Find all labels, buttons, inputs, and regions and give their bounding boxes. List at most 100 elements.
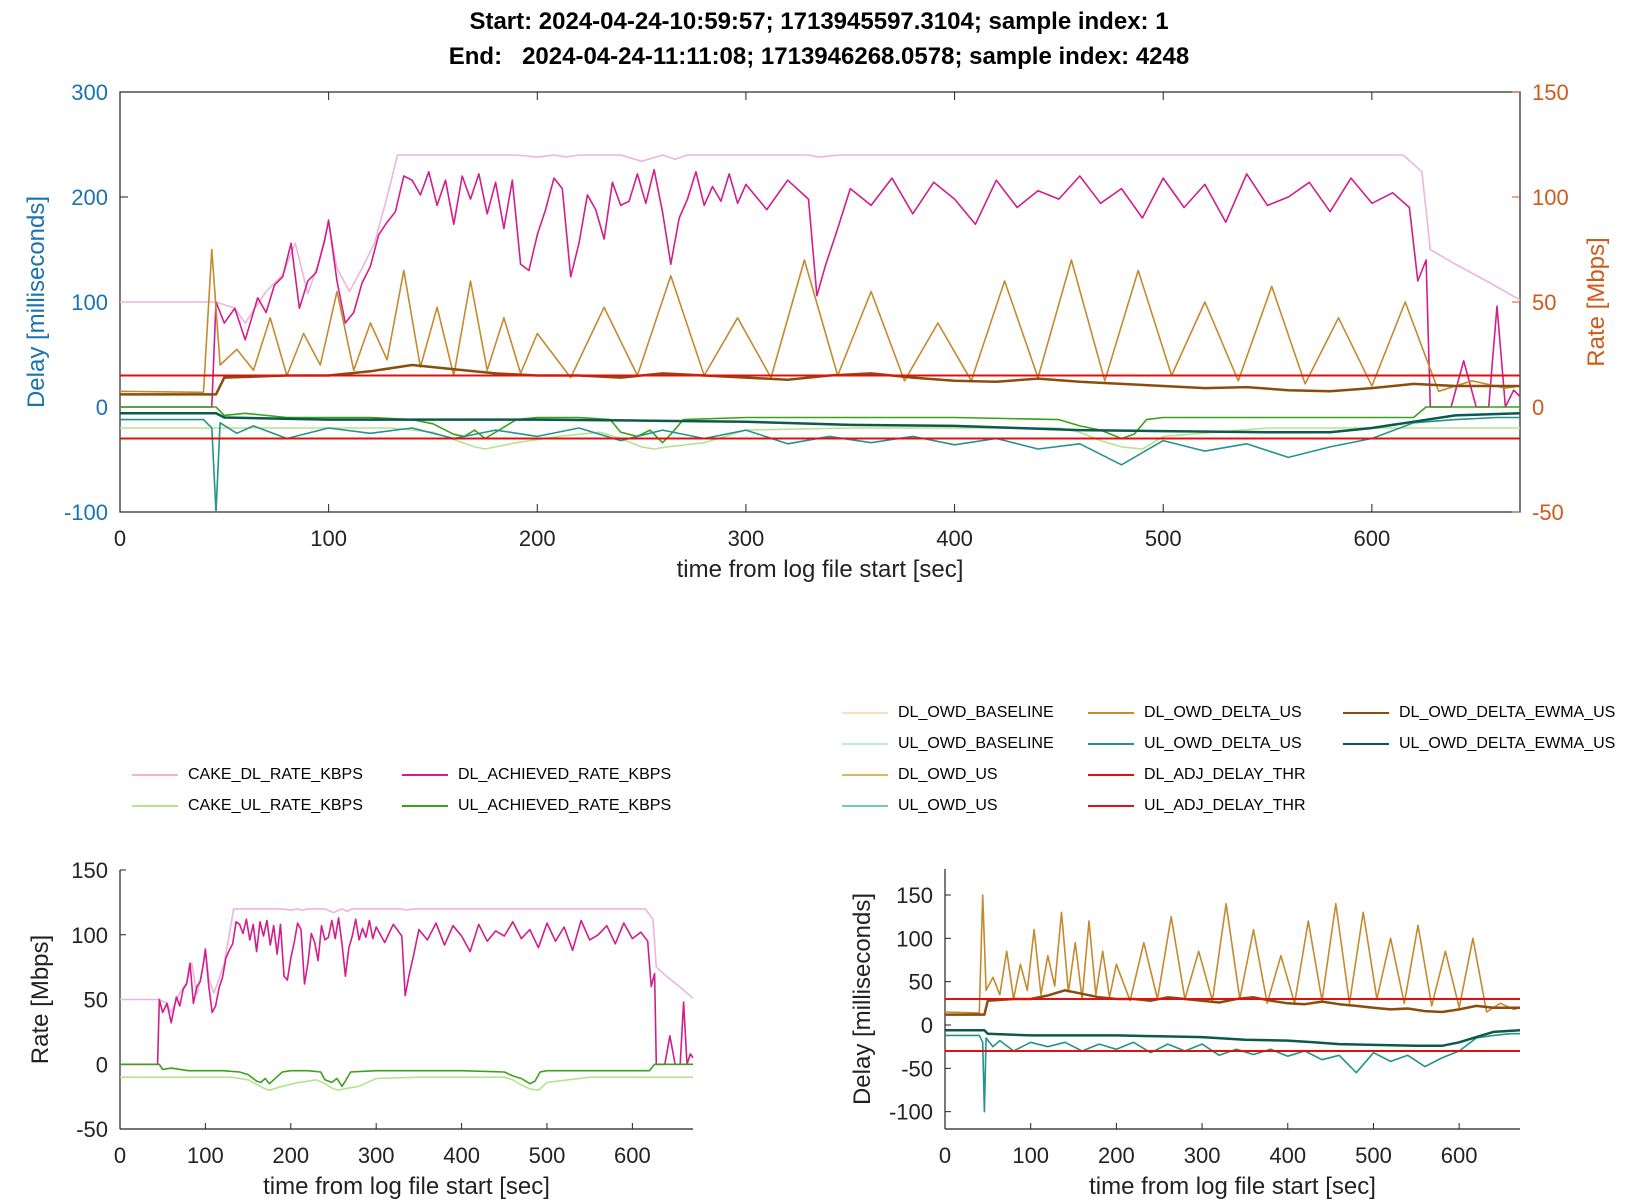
rate-xtick-label: 400 [443,1143,480,1168]
rate-series-ul-achieved-rate-kbps [120,1063,693,1088]
delay-xtick-label: 300 [1184,1143,1221,1168]
legend-label: CAKE_UL_RATE_KBPS [188,797,363,814]
combined-xtick-label: 400 [936,526,973,551]
legend-label: UL_ACHIEVED_RATE_KBPS [458,797,672,814]
legend-item-cake-dl-rate-kbps: CAKE_DL_RATE_KBPS [132,765,363,785]
rate-ytick-label: 100 [71,923,108,948]
rate-ylabel: Rate [Mbps] [27,935,54,1064]
legend-label: DL_OWD_DELTA_EWMA_US [1399,704,1616,721]
delay-xtick-label: 0 [939,1143,951,1168]
delay-chart: 0 100 200 300 400 500 600 -100 -50 0 50 100 150 time … [849,869,1521,1200]
combined-series-cake-dl-rate-kbps [120,154,1521,324]
rate-series-dl-achieved-rate-kbps [120,917,694,1066]
combined-chart: 0 100 200 300 400 500 600-1000100200300-500501… [23,80,1610,583]
combined-series-dl-achieved-rate-kbps [120,168,1521,408]
legend-item-ul-owd-baseline: UL_OWD_BASELINE [842,734,1054,754]
legend-swatch [132,804,178,807]
delay-xtick-label: 400 [1269,1143,1306,1168]
combined-xtick-label: 600 [1354,526,1391,551]
delay-xtick-label: 500 [1355,1143,1392,1168]
rate-xtick-label: 600 [614,1143,651,1168]
legend-label: UL_OWD_DELTA_US [1144,735,1302,752]
rate-xlabel: time from log file start [sec] [263,1173,550,1200]
legend-label: DL_OWD_US [898,766,998,783]
legend-swatch [132,773,178,776]
legend-item-dl-achieved-rate-kbps: DL_ACHIEVED_RATE_KBPS [402,765,671,785]
combined-series-cake-ul-rate-kbps [120,427,1520,450]
legend-label: DL_ACHIEVED_RATE_KBPS [458,766,672,783]
delay-series-ul-owd-delta-us [945,1032,1520,1113]
legend-swatch [1088,773,1134,776]
combined-xtick-label: 100 [310,526,347,551]
delay-ytick-label: -100 [889,1100,933,1125]
combined-xtick-label: 500 [1145,526,1182,551]
legend-item-ul-owd-us: UL_OWD_US [842,796,998,816]
delay-xtick-label: 200 [1098,1143,1135,1168]
legend-label: DL_ADJ_DELAY_THR [1144,766,1306,783]
rate-series-cake-ul-rate-kbps [120,1076,693,1091]
combined-ylabel-right: Rate [Mbps] [1583,237,1610,366]
combined-series-ul-owd-delta-us [120,416,1520,513]
combined-xtick-label: 0 [114,526,126,551]
legend-label: UL_ADJ_DELAY_THR [1144,797,1306,814]
delay-series-ul-owd-delta-ewma-us [945,1028,1521,1048]
title-line-end: End: 2024-04-24-11:11:08; 1713946268.057… [448,43,1190,70]
rate-ytick-label: 50 [84,988,108,1013]
legend-swatch [842,804,888,807]
legend-item-ul-owd-delta-ewma-us: UL_OWD_DELTA_EWMA_US [1343,734,1615,754]
delay-ytick-label: 100 [896,926,933,951]
legend-item-ul-adj-delay-thr: UL_ADJ_DELAY_THR [1088,796,1306,816]
rate-xtick-label: 300 [358,1143,395,1168]
combined-ytick-right-label: 0 [1532,395,1544,420]
combined-ylabel-left: Delay [milliseconds] [23,196,50,408]
combined-ytick-left-label: -100 [64,500,108,525]
legend-label: UL_OWD_US [898,797,998,814]
legend-item-dl-owd-delta-ewma-us: DL_OWD_DELTA_EWMA_US [1343,703,1615,723]
legend-item-ul-achieved-rate-kbps: UL_ACHIEVED_RATE_KBPS [402,796,671,816]
legend-swatch [842,742,888,745]
combined-ytick-right-label: -50 [1532,500,1564,525]
combined-xtick-label: 300 [728,526,765,551]
delay-xtick-label: 100 [1012,1143,1049,1168]
combined-ytick-right-label: 50 [1532,290,1556,315]
combined-ytick-left-label: 0 [96,395,108,420]
combined-ytick-right-label: 100 [1532,185,1569,210]
legend-label: UL_OWD_DELTA_EWMA_US [1399,735,1616,752]
legend-swatch [1088,711,1134,714]
legend-label: CAKE_DL_RATE_KBPS [188,766,363,783]
rate-ytick-label: -50 [76,1117,108,1142]
legend-item-dl-owd-us: DL_OWD_US [842,765,998,785]
legend-item-dl-owd-baseline: DL_OWD_BASELINE [842,703,1054,723]
combined-ytick-left-label: 200 [71,185,108,210]
delay-xtick-label: 600 [1441,1143,1478,1168]
legend-swatch [402,804,448,807]
delay-ytick-label: 50 [909,970,933,995]
combined-ytick-right-label: 150 [1532,80,1569,105]
delay-ytick-label: 0 [921,1013,933,1038]
rate-xtick-label: 200 [272,1143,309,1168]
legend-item-ul-owd-delta-us: UL_OWD_DELTA_US [1088,734,1302,754]
combined-xtick-label: 200 [519,526,556,551]
legend-swatch [842,711,888,714]
legend-swatch [1088,742,1134,745]
legend-label: DL_OWD_DELTA_US [1144,704,1302,721]
combined-series-dl-owd-delta-ewma-us [120,363,1520,396]
rate-ytick-label: 150 [71,858,108,883]
delay-ytick-label: 150 [896,883,933,908]
legend-swatch [1343,711,1389,714]
combined-series-ul-owd-delta-ewma-us [120,412,1521,434]
combined-ytick-left-label: 100 [71,290,108,315]
delay-series-dl-owd-delta-ewma-us [945,989,1520,1016]
legend-item-dl-owd-delta-us: DL_OWD_DELTA_US [1088,703,1302,723]
legend-item-dl-adj-delay-thr: DL_ADJ_DELAY_THR [1088,765,1306,785]
legend-swatch [1088,804,1134,807]
legend-label: UL_OWD_BASELINE [898,735,1054,752]
legend-label: DL_OWD_BASELINE [898,704,1054,721]
combined-xlabel: time from log file start [sec] [677,556,964,583]
combined-series-dl-owd-delta-us [119,248,1521,394]
delay-xlabel: time from log file start [sec] [1089,1173,1376,1200]
legend-swatch [402,773,448,776]
rate-xtick-label: 0 [114,1143,126,1168]
